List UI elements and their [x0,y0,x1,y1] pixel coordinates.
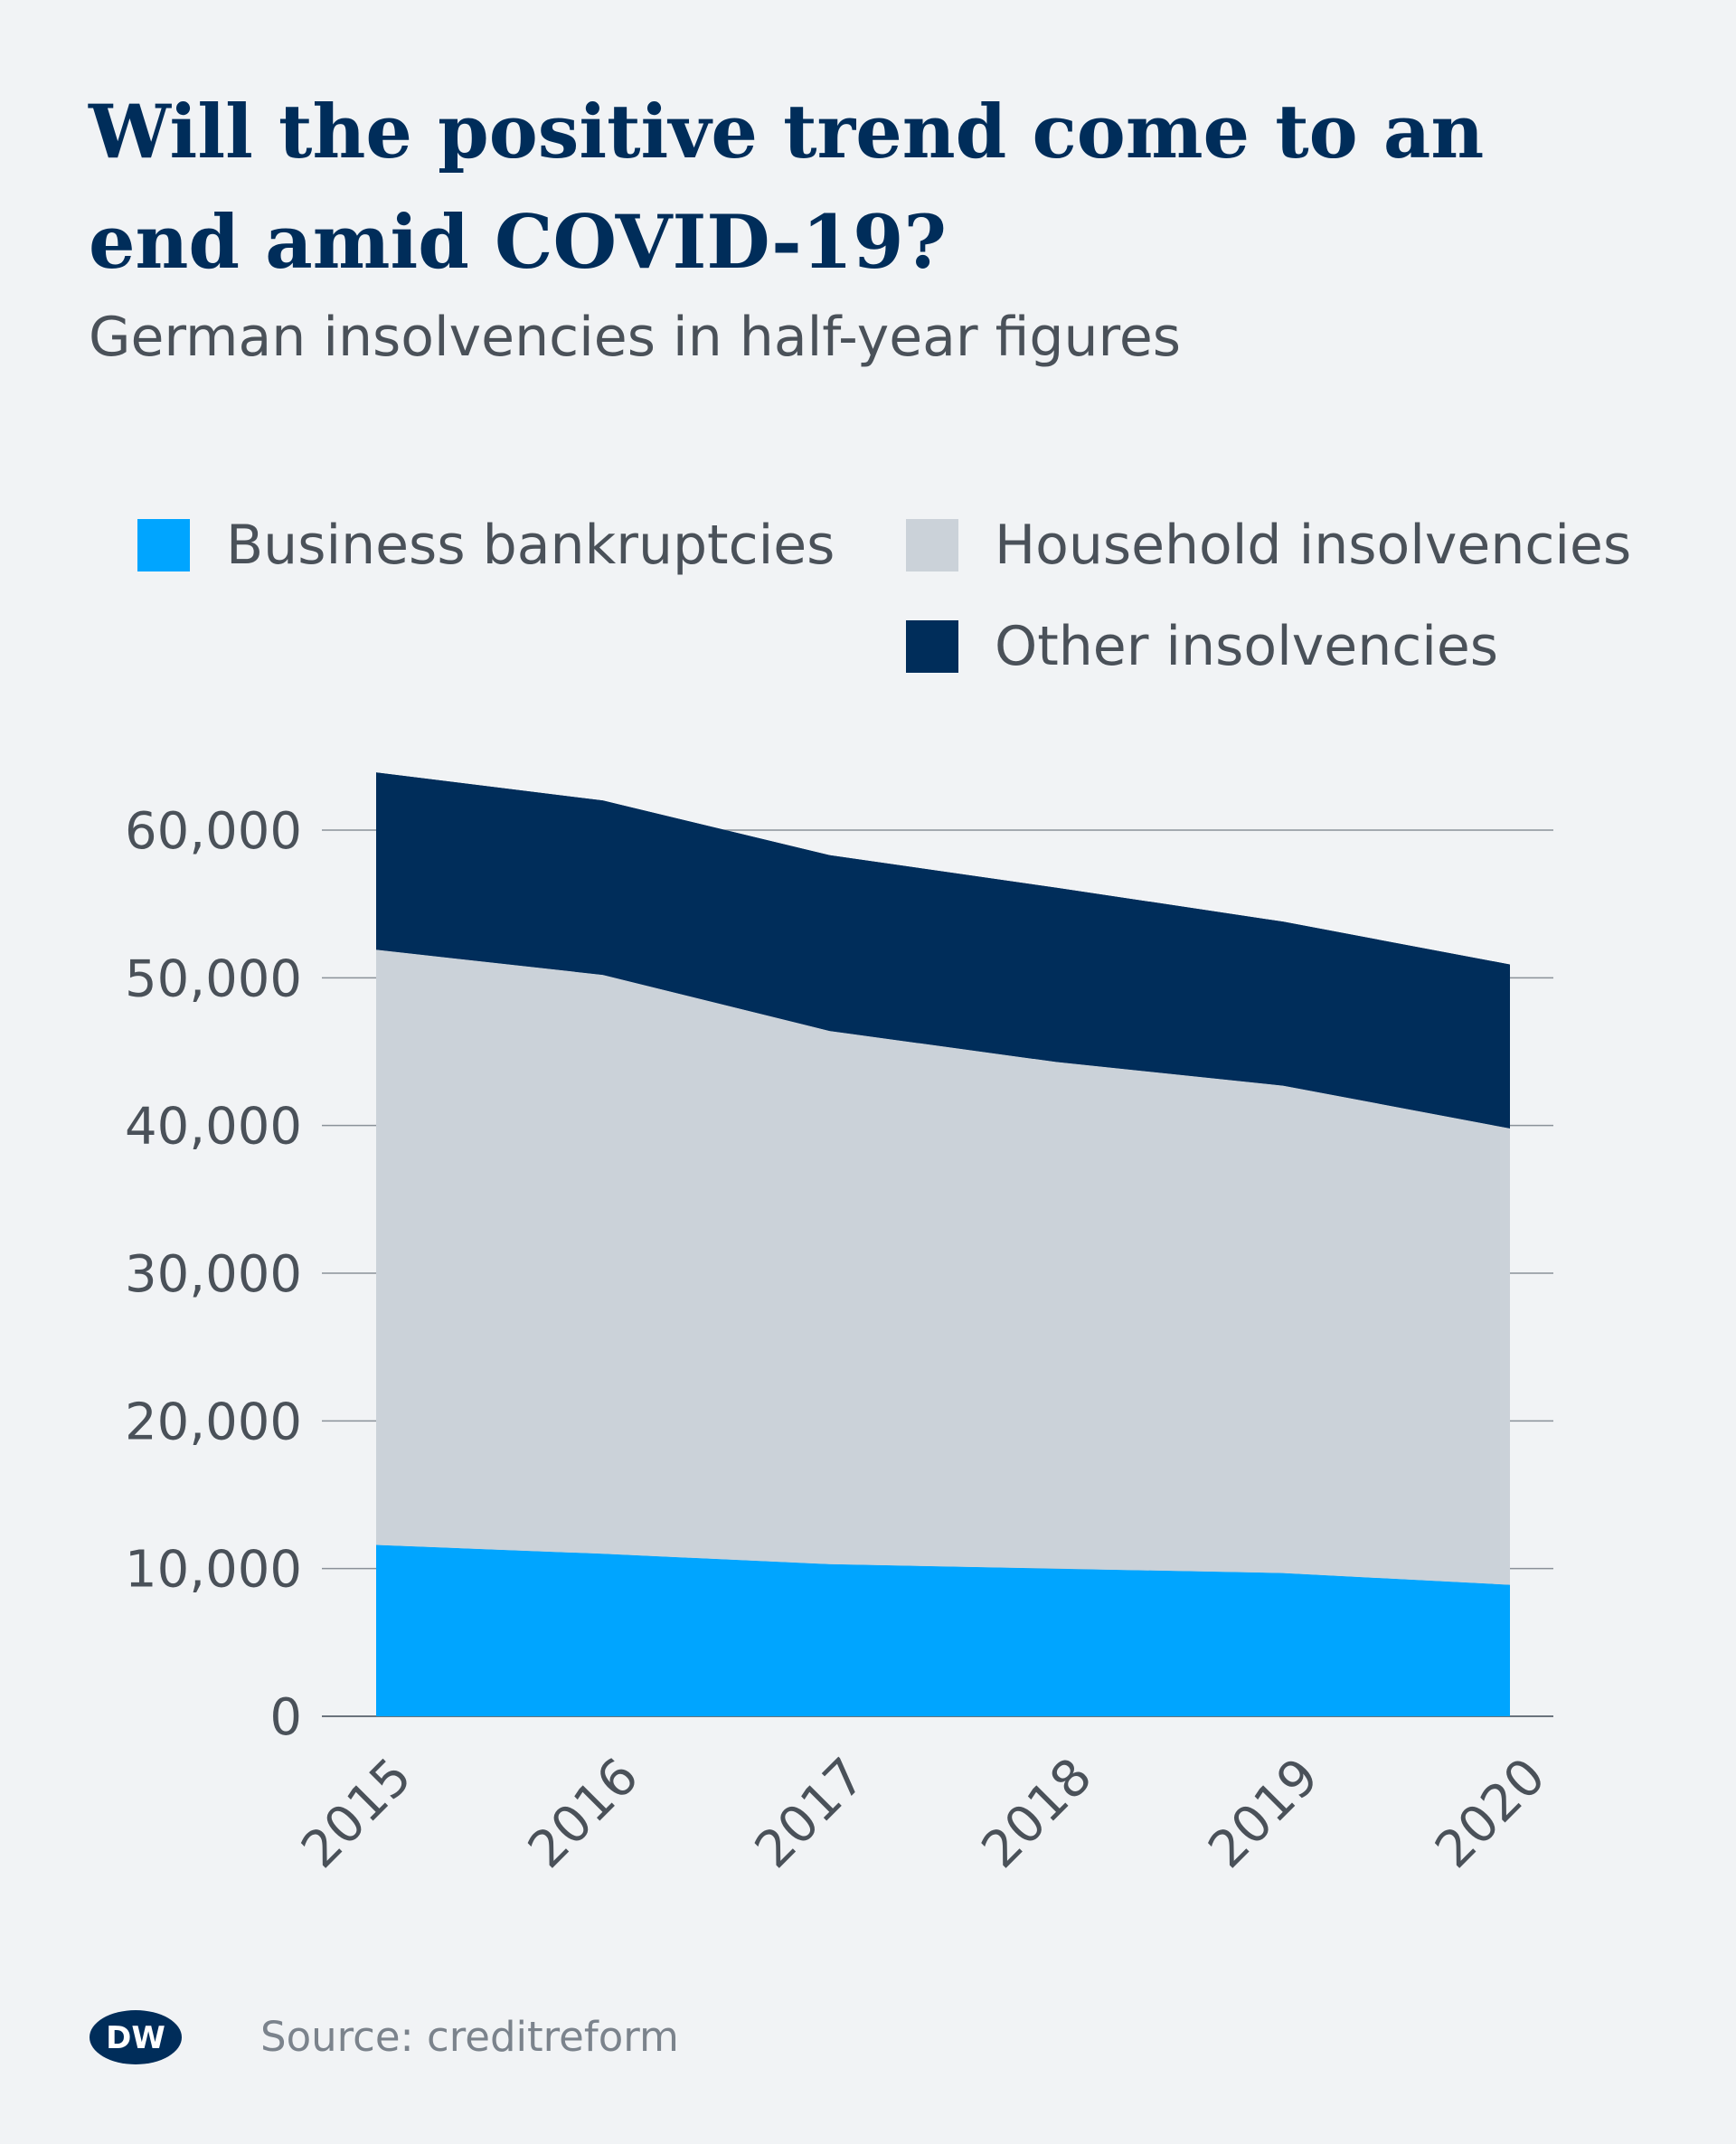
dw-logo-text: DW [106,2020,165,2056]
area-fill-household [376,949,1510,1585]
legend-label-household: Household insolvencies [995,514,1632,577]
x-tick-label: 2017 [744,1747,877,1880]
x-tick-label: 2016 [517,1747,650,1880]
legend-swatch-other [906,620,958,673]
dw-logo: DW [90,2010,182,2064]
legend-swatch-business [137,519,190,571]
legend-label-business: Business bankruptcies [226,514,835,577]
y-tick-label: 10,000 [125,1541,302,1600]
y-tick-label: 60,000 [125,802,302,861]
area-fill-business [376,1544,1510,1716]
x-tick-label: 2018 [971,1747,1104,1880]
y-tick-label: 40,000 [125,1098,302,1157]
legend-item-other: Other insolvencies [906,615,1498,678]
chart-subtitle: German insolvencies in half-year figures [89,306,1182,369]
stacked-area-chart: 0 10,000 20,000 30,000 40,000 50,000 60,000 201… [125,772,1557,1880]
legend-item-household: Household insolvencies [906,514,1631,577]
chart-title: Will the positive trend come to an end a… [89,90,1485,286]
legend-item-business: Business bankruptcies [137,514,835,577]
y-tick-label: 20,000 [125,1393,302,1451]
y-tick-label: 30,000 [125,1245,302,1304]
source-note: Source: creditreform [260,2013,679,2061]
y-tick-label: 0 [269,1688,302,1747]
legend-label-other: Other insolvencies [995,615,1499,678]
area-fill-other [376,772,1510,1129]
legend-swatch-household [906,519,958,571]
y-tick-label: 50,000 [125,949,302,1008]
x-tick-label: 2015 [290,1747,423,1880]
x-tick-label: 2020 [1424,1747,1557,1880]
x-tick-label: 2019 [1197,1747,1330,1880]
